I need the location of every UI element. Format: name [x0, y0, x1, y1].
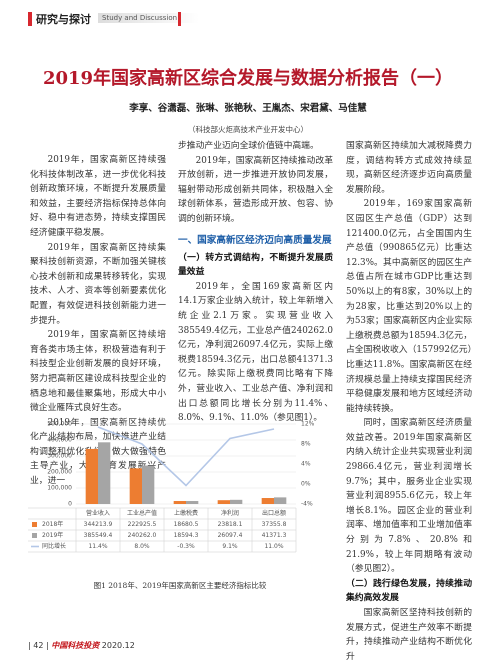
data-label: 344213.9: [84, 521, 113, 528]
x-tick-label: 净利润: [221, 509, 239, 517]
paragraph: 步推动产业迈向全球价值链中高端。: [178, 141, 319, 151]
paragraph: 2019年，全国169家高新区内14.1万家企业纳入统计，较上年新增入统企业2.…: [178, 281, 333, 424]
y2-tick-label: -4%: [301, 501, 313, 508]
text-column: 国家高新区持续加大减税降费力度，调结构转方式成效持续显现，高新区经济逐步迈向高质…: [346, 139, 472, 664]
data-label: 240262.0: [128, 532, 157, 539]
paragraph: 2019年，169家国家高新区园区生产总值（GDP）达到121400.0亿元，占…: [346, 199, 472, 414]
y2-tick-label: 0%: [301, 481, 311, 488]
data-label: 8.0%: [134, 543, 150, 550]
legend-label: 2019年: [42, 531, 63, 539]
data-label: 23818.1: [218, 521, 243, 528]
data-label: 18680.5: [174, 521, 199, 528]
growth-line: [97, 426, 275, 487]
bar: [85, 448, 98, 504]
x-tick-label: 营业收入: [86, 509, 110, 517]
y2-tick-label: 12%: [301, 421, 315, 428]
bar: [230, 499, 243, 504]
header-bar: [28, 12, 32, 26]
issue: 2020.12: [101, 641, 135, 650]
journal-name: 中国科技投资: [51, 641, 100, 650]
subsection-heading: （一）转方式调结构，不断提升发展质量效益: [178, 252, 333, 278]
x-tick-label: 出口总额: [262, 509, 286, 517]
affiliation: （科技部火炬高技术产业开发中心）: [188, 125, 308, 134]
data-label: 26097.4: [218, 532, 243, 539]
data-label: 41371.3: [262, 532, 287, 539]
section-heading: 一、国家高新区经济迈向高质量发展: [178, 234, 332, 246]
page-number: 42: [33, 641, 44, 650]
paragraph: 国家高新区坚持科技创新的发展方式，促进生产效率不断提升，持续推动产业结构不断优化…: [346, 608, 472, 662]
section-label-en: Study and Discussion: [98, 13, 200, 23]
legend-key: [32, 533, 37, 538]
bar: [186, 501, 199, 504]
text-column: 2019年，国家高新区持续强化科技体制改革，进一步优化科技创新政策环境，不断提升…: [30, 153, 166, 489]
y2-tick-label: 8%: [301, 441, 311, 448]
data-label: 37355.8: [262, 521, 287, 528]
chart: 0 100,000 200,000 300,000 400,000 500,000 -4% 0…: [28, 421, 315, 553]
y-tick-label: 300,000: [47, 453, 72, 460]
paragraph: 2019年，国家高新区持续集聚科技创新资源，不断加强关键核心技术创新和成果转移转…: [30, 242, 166, 326]
paragraph: 同时，国家高新区经济质量效益改善。2019年国家高新区内纳入统计企业共实现营业利…: [346, 418, 472, 575]
figure-caption: 图1 2018年、2019年国家高新区主要经济指标比较: [93, 581, 267, 590]
header-bar: [178, 12, 181, 26]
section-label: 研究与探讨: [36, 13, 91, 26]
y-tick-label: 200,000: [47, 469, 72, 476]
paragraph: 2019年，国家高新区持续强化科技体制改革，进一步优化科技创新政策环境，不断提升…: [30, 155, 166, 238]
legend-label: 同比增长: [42, 542, 66, 550]
data-label: 11.0%: [264, 543, 283, 550]
bar: [173, 501, 186, 504]
data-label: 18594.3: [174, 532, 199, 539]
y2-tick-label: 4%: [301, 461, 311, 468]
x-tick-label: 上缴税费: [174, 509, 198, 517]
paragraph: 2019年，国家高新区持续培育各类市场主体，积极营造有利于科技型企业创新发展的良…: [30, 330, 166, 414]
legend-key: [32, 522, 37, 527]
data-label: 385549.4: [84, 532, 113, 539]
bar: [98, 442, 111, 504]
footer: | 42 | 中国科技投资 2020.12: [28, 641, 135, 650]
data-label: 9.1%: [222, 543, 238, 550]
bar: [142, 465, 155, 504]
subsection-heading: （二）践行绿色发展，持续推动集约高效发展: [346, 578, 472, 604]
data-label: -0.3%: [177, 543, 195, 550]
authors: 李享、谷潇磊、张琳、张艳秋、王胤杰、宋君黛、马佳慧: [129, 103, 367, 114]
bar: [274, 497, 287, 504]
paragraph: 2019年，国家高新区持续推动改革开放创新，进一步推进开放协同发展，辐射带动形成…: [178, 155, 333, 224]
legend-label: 2018年: [42, 520, 63, 528]
y-tick-label: 0: [68, 501, 72, 508]
text-column: 步推动产业迈向全球价值链中高端。 2019年，国家高新区持续推动改革开放创新，进一…: [178, 139, 333, 426]
bar: [217, 500, 230, 504]
y-tick-label: 400,000: [47, 437, 72, 444]
y-tick-label: 100,000: [47, 485, 72, 492]
data-label: 11.4%: [88, 543, 107, 550]
x-tick-label: 工业总产值: [127, 509, 157, 517]
bar: [129, 468, 142, 504]
bar: [261, 498, 274, 504]
data-label: 222925.5: [128, 521, 157, 528]
y-tick-label: 500,000: [47, 421, 72, 428]
paragraph: 国家高新区持续加大减税降费力度，调结构转方式成效持续显现，高新区经济逐步迈向高质…: [346, 141, 472, 195]
title: 2019年国家高新区综合发展与数据分析报告（一）: [42, 68, 454, 89]
